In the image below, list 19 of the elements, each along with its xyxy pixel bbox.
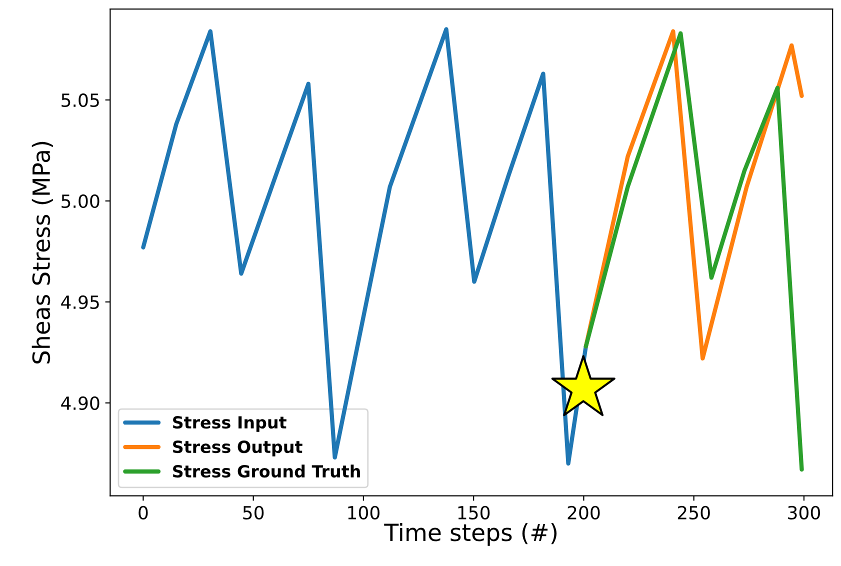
y-tick-label: 4.90 — [61, 396, 100, 410]
legend-label: Stress Ground Truth — [173, 464, 360, 478]
x-tick-label: 200 — [568, 506, 600, 520]
x-tick-label: 150 — [458, 506, 490, 520]
y-axis-title: Sheas Stress (MPa) — [32, 142, 53, 364]
y-tick-label: 5.05 — [62, 93, 99, 108]
x-tick-label: 50 — [243, 506, 264, 520]
x-tick-label: 250 — [678, 506, 710, 520]
x-tick-label: 0 — [138, 506, 148, 520]
legend-label: Stress Input — [173, 416, 286, 432]
x-tick-label: 100 — [348, 506, 380, 520]
y-tick-label: 5.00 — [62, 194, 100, 208]
x-axis-title: Time steps (#) — [384, 523, 557, 546]
y-tick-label: 4.95 — [61, 295, 99, 310]
x-tick-label: 300 — [788, 506, 820, 520]
line-series — [584, 29, 804, 361]
line-series — [141, 27, 588, 466]
legend-label: Stress Output — [173, 440, 302, 456]
line-series — [584, 31, 804, 472]
